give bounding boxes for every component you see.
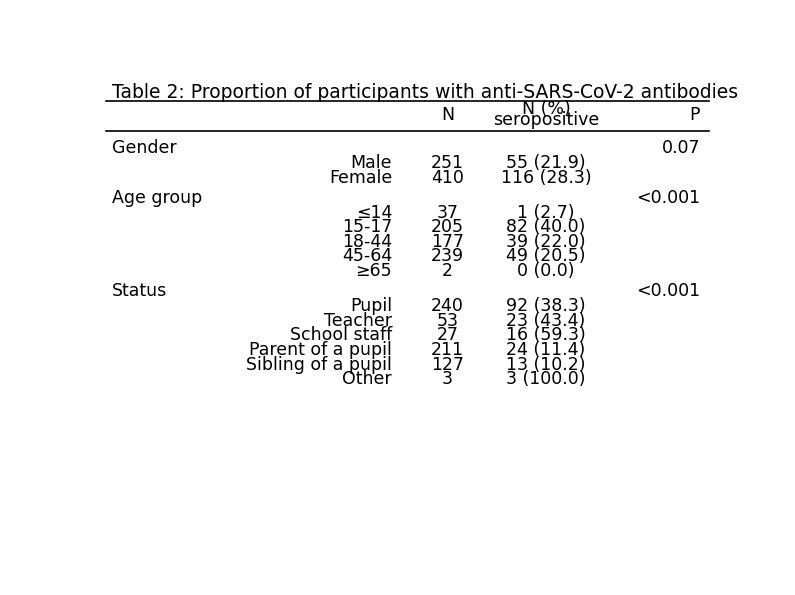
Text: 3 (100.0): 3 (100.0) xyxy=(506,370,586,389)
Text: 92 (38.3): 92 (38.3) xyxy=(506,297,586,315)
Text: seropositive: seropositive xyxy=(493,111,599,130)
Text: Gender: Gender xyxy=(111,139,176,157)
Text: 37: 37 xyxy=(436,203,459,221)
Text: 0 (0.0): 0 (0.0) xyxy=(518,262,575,280)
Text: 0.07: 0.07 xyxy=(661,139,700,157)
Text: 15-17: 15-17 xyxy=(342,218,392,236)
Text: 16 (59.3): 16 (59.3) xyxy=(506,326,586,345)
Text: N: N xyxy=(441,106,454,124)
Text: 55 (21.9): 55 (21.9) xyxy=(506,154,586,172)
Text: 53: 53 xyxy=(436,312,459,330)
Text: School staff: School staff xyxy=(290,326,392,345)
Text: 82 (40.0): 82 (40.0) xyxy=(506,218,586,236)
Text: 239: 239 xyxy=(431,248,464,265)
Text: 23 (43.4): 23 (43.4) xyxy=(506,312,586,330)
Text: 39 (22.0): 39 (22.0) xyxy=(506,233,586,251)
Text: 24 (11.4): 24 (11.4) xyxy=(506,341,586,359)
Text: Other: Other xyxy=(343,370,392,389)
Text: Pupil: Pupil xyxy=(350,297,392,315)
Text: 240: 240 xyxy=(431,297,464,315)
Text: 18-44: 18-44 xyxy=(342,233,392,251)
Text: 177: 177 xyxy=(431,233,464,251)
Text: 45-64: 45-64 xyxy=(342,248,392,265)
Text: Parent of a pupil: Parent of a pupil xyxy=(249,341,392,359)
Text: N (%): N (%) xyxy=(522,101,571,118)
Text: 49 (20.5): 49 (20.5) xyxy=(506,248,586,265)
Text: 2: 2 xyxy=(442,262,453,280)
Text: ≤14: ≤14 xyxy=(355,203,392,221)
Text: 27: 27 xyxy=(436,326,459,345)
Text: 116 (28.3): 116 (28.3) xyxy=(501,169,591,187)
Text: <0.001: <0.001 xyxy=(636,189,700,207)
Text: Table 2: Proportion of participants with anti-SARS-CoV-2 antibodies: Table 2: Proportion of participants with… xyxy=(111,83,738,102)
Text: 1 (2.7): 1 (2.7) xyxy=(518,203,575,221)
Text: 127: 127 xyxy=(431,356,464,374)
Text: Age group: Age group xyxy=(111,189,202,207)
Text: P: P xyxy=(689,106,700,124)
Text: 13 (10.2): 13 (10.2) xyxy=(506,356,586,374)
Text: Female: Female xyxy=(329,169,392,187)
Text: Teacher: Teacher xyxy=(324,312,392,330)
Text: 3: 3 xyxy=(442,370,453,389)
Text: Status: Status xyxy=(111,282,167,300)
Text: 410: 410 xyxy=(431,169,464,187)
Text: 205: 205 xyxy=(431,218,464,236)
Text: ≥65: ≥65 xyxy=(355,262,392,280)
Text: Sibling of a pupil: Sibling of a pupil xyxy=(246,356,392,374)
Text: Male: Male xyxy=(351,154,392,172)
Text: <0.001: <0.001 xyxy=(636,282,700,300)
Text: 211: 211 xyxy=(431,341,464,359)
Text: 251: 251 xyxy=(431,154,464,172)
